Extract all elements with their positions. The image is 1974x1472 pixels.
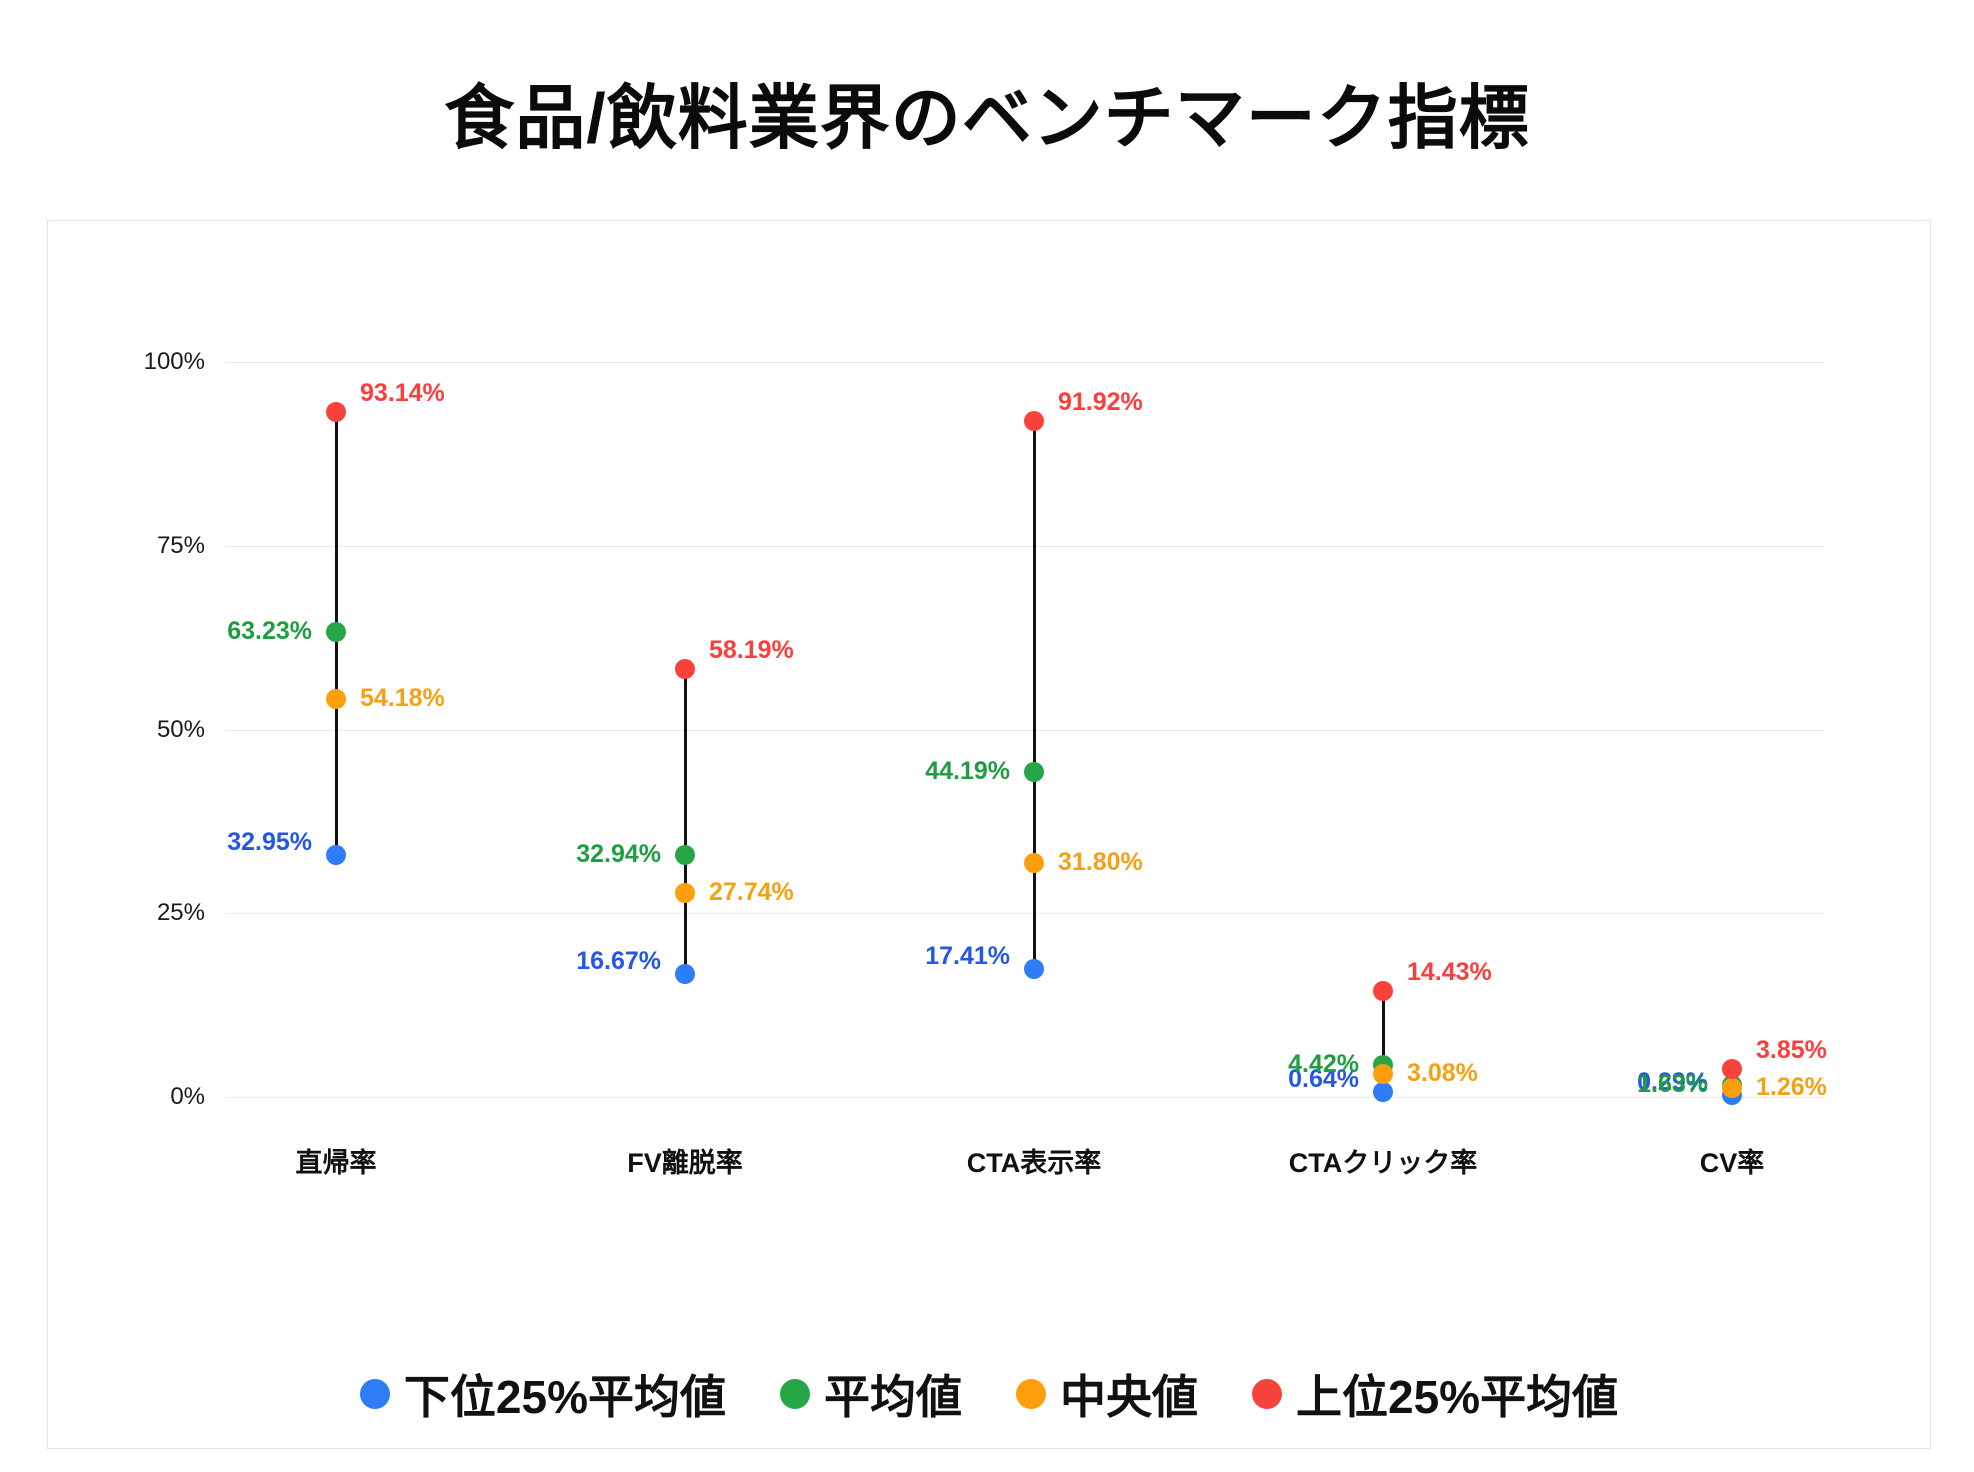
data-point-label: 4.42% xyxy=(1288,1049,1359,1078)
data-point-label: 3.85% xyxy=(1756,1035,1827,1064)
data-point-dot xyxy=(1373,1064,1393,1085)
y-gridline xyxy=(225,1097,1825,1098)
y-gridline xyxy=(225,545,1825,547)
legend-color-dot xyxy=(1016,1379,1046,1409)
data-point-dot xyxy=(326,688,346,709)
data-point-dot xyxy=(1722,1058,1742,1079)
data-point-dot xyxy=(326,622,346,643)
range-stem xyxy=(683,669,687,975)
legend-color-dot xyxy=(780,1379,810,1409)
data-point-dot xyxy=(675,883,695,904)
data-point-label: 63.23% xyxy=(227,617,312,646)
y-axis-tick-label: 100% xyxy=(143,348,205,375)
data-point-dot xyxy=(1722,1077,1742,1098)
data-point-dot xyxy=(1373,1082,1393,1103)
range-stem xyxy=(1032,421,1036,970)
data-point-label: 1.26% xyxy=(1756,1072,1827,1101)
chart-card: 0% 25% 50% 75% 100% 32.95% 63.23% 54.18% 93.14% 直… xyxy=(47,220,1931,1449)
data-point-dot xyxy=(675,659,695,680)
data-point-label: 27.74% xyxy=(709,878,794,907)
x-axis-category-label: CTAクリック率 xyxy=(1288,1148,1478,1178)
legend-item[interactable]: 下位25%平均値 xyxy=(359,1361,726,1427)
data-point-dot xyxy=(1024,853,1044,874)
range-stem xyxy=(1381,990,1385,1093)
legend-color-dot xyxy=(1252,1379,1282,1409)
data-point-dot xyxy=(675,964,695,985)
y-axis-tick-label: 25% xyxy=(156,899,205,927)
data-point-dot xyxy=(326,844,346,865)
data-point-label: 17.41% xyxy=(925,942,1010,971)
data-point-label: 58.19% xyxy=(709,636,794,665)
chart-title: 食品/飲料業界のベンチマーク指標 xyxy=(444,79,1530,157)
y-axis-tick-label: 0% xyxy=(170,1083,205,1110)
data-point-dot xyxy=(1024,411,1044,432)
legend-label: 平均値 xyxy=(824,1371,962,1423)
legend-color-dot xyxy=(359,1379,390,1409)
x-axis-category-label: CV率 xyxy=(1699,1148,1765,1178)
x-axis-category-label: 直帰率 xyxy=(295,1148,377,1178)
data-point-label: 32.95% xyxy=(227,827,312,856)
data-point-label: 44.19% xyxy=(925,757,1010,786)
data-point-label: 14.43% xyxy=(1407,957,1492,986)
y-gridline xyxy=(225,913,1825,915)
chart-legend: 下位25%平均値 平均値 中央値 上位25%平均値 xyxy=(48,1361,1930,1427)
data-point-dot xyxy=(1373,980,1393,1001)
y-gridline xyxy=(225,729,1825,731)
data-point-label: 0.29% xyxy=(1637,1067,1708,1096)
data-point-dot xyxy=(1024,762,1044,783)
data-point-label: 32.94% xyxy=(576,839,661,868)
legend-label: 下位25%平均値 xyxy=(403,1371,726,1423)
data-point-dot xyxy=(675,844,695,865)
data-point-label: 3.08% xyxy=(1407,1059,1478,1088)
legend-item[interactable]: 中央値 xyxy=(1016,1361,1198,1427)
legend-label: 上位25%平均値 xyxy=(1296,1371,1619,1423)
data-point-dot xyxy=(326,402,346,423)
legend-label: 中央値 xyxy=(1060,1371,1198,1423)
y-axis-tick-label: 50% xyxy=(156,715,205,743)
x-axis-category-label: FV離脱率 xyxy=(627,1148,743,1178)
data-point-label: 93.14% xyxy=(360,379,445,408)
data-point-label: 1.63% xyxy=(1637,1070,1708,1099)
data-point-label: 16.67% xyxy=(576,947,661,976)
legend-item[interactable]: 平均値 xyxy=(780,1361,962,1427)
y-axis-tick-label: 75% xyxy=(156,531,205,559)
y-gridline xyxy=(225,362,1825,363)
legend-item[interactable]: 上位25%平均値 xyxy=(1252,1361,1618,1427)
data-point-dot xyxy=(1024,959,1044,980)
data-point-label: 0.64% xyxy=(1288,1065,1359,1094)
data-point-label: 31.80% xyxy=(1058,848,1143,877)
data-point-label: 54.18% xyxy=(360,683,445,712)
x-axis-category-label: CTA表示率 xyxy=(966,1148,1102,1178)
data-point-label: 91.92% xyxy=(1058,388,1143,417)
